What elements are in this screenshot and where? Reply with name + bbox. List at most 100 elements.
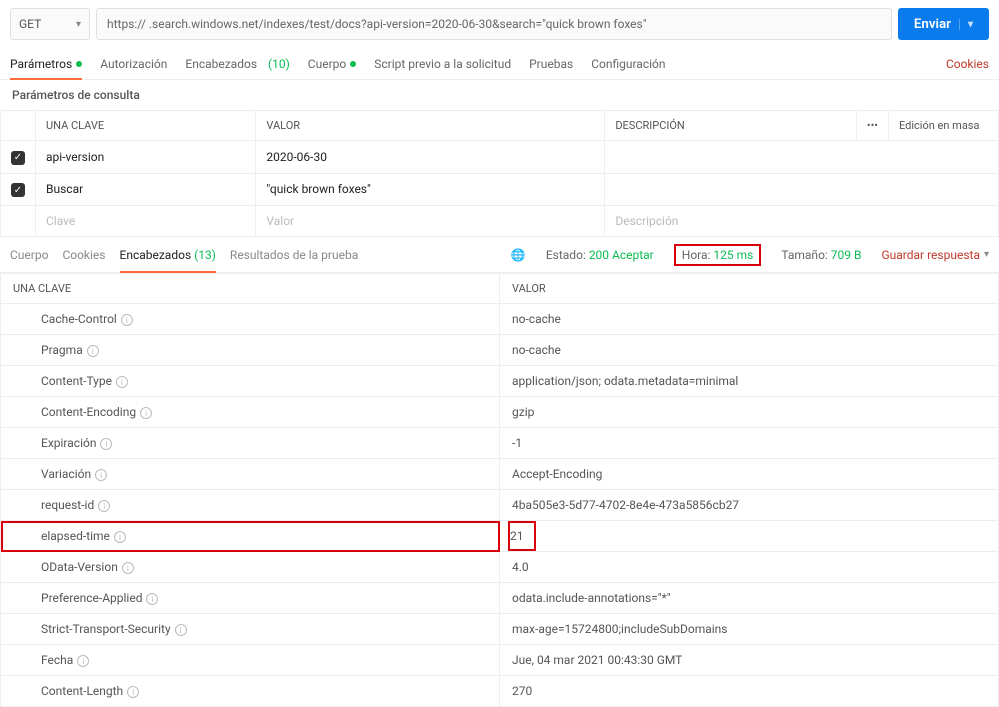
tab-authorization[interactable]: Autorización (100, 48, 167, 79)
header-row: Expiracióni -1 (1, 428, 999, 459)
checkbox-icon[interactable]: ✓ (11, 183, 25, 197)
request-bar: GET ▾ https:// .search.windows.net/index… (0, 0, 999, 48)
info-icon[interactable]: i (100, 438, 112, 450)
chevron-down-icon[interactable]: ▾ (959, 19, 973, 30)
resp-tab-tests[interactable]: Resultados de la prueba (230, 237, 358, 272)
desc-placeholder[interactable]: Descripción (605, 206, 999, 237)
tab-prerequest[interactable]: Script previo a la solicitud (374, 48, 511, 79)
param-value[interactable]: 2020-06-30 (256, 141, 605, 174)
header-row: Content-Lengthi 270 (1, 676, 999, 707)
info-icon[interactable]: i (127, 686, 139, 698)
param-desc[interactable] (605, 173, 999, 206)
tab-label: Encabezados (185, 57, 257, 71)
save-response-link[interactable]: Guardar respuesta ▾ (881, 248, 989, 262)
tab-tests[interactable]: Pruebas (529, 48, 573, 79)
value-placeholder[interactable]: Valor (256, 206, 605, 237)
key-placeholder[interactable]: Clave (36, 206, 256, 237)
header-row: Strict-Transport-Securityi max-age=15724… (1, 614, 999, 645)
send-button[interactable]: Enviar ▾ (898, 8, 989, 40)
header-value-cell: odata.include-annotations="*" (500, 583, 999, 614)
header-key: Strict-Transport-Securityi (1, 614, 500, 645)
param-value[interactable]: "quick brown foxes" (256, 173, 605, 206)
size-meta: Tamaño: 709 B (775, 246, 867, 264)
url-text: https:// .search.windows.net/indexes/tes… (107, 17, 647, 31)
header-key: Preference-Appliedi (1, 583, 500, 614)
header-key: Variacióni (1, 459, 500, 490)
tab-settings[interactable]: Configuración (591, 48, 665, 79)
header-value-cell: 21 (500, 521, 999, 552)
header-row: request-idi 4ba505e3-5d77-4702-8e4e-473a… (1, 490, 999, 521)
tab-label: Parámetros (10, 57, 72, 71)
size-label: Tamaño: (781, 248, 827, 262)
header-row: Cache-Controli no-cache (1, 304, 999, 335)
header-row: Fechai Jue, 04 mar 2021 00:43:30 GMT (1, 645, 999, 676)
param-row[interactable]: ✓ api-version 2020-06-30 (1, 141, 999, 174)
checkbox-icon[interactable]: ✓ (11, 151, 25, 165)
tab-params[interactable]: Parámetros (10, 48, 82, 79)
response-tabs: Cuerpo Cookies Encabezados (13) Resultad… (10, 237, 358, 272)
info-icon[interactable]: i (122, 562, 134, 574)
info-icon[interactable]: i (140, 407, 152, 419)
col-value: VALOR (256, 111, 605, 141)
info-icon[interactable]: i (116, 376, 128, 388)
status-value: 200 Aceptar (589, 248, 654, 262)
time-meta: Hora: 125 ms (674, 244, 762, 266)
header-key: Content-Encodingi (1, 397, 500, 428)
header-key: Content-Typei (1, 366, 500, 397)
globe-icon[interactable]: 🌐 (511, 248, 526, 262)
cookies-link[interactable]: Cookies (946, 57, 989, 71)
more-actions-icon[interactable]: ••• (856, 111, 888, 141)
tab-body[interactable]: Cuerpo (308, 48, 356, 79)
info-icon[interactable]: i (175, 624, 187, 636)
header-value: 21 (510, 523, 534, 549)
col-key: UNA CLAVE (1, 274, 500, 304)
param-key[interactable]: api-version (36, 141, 256, 174)
info-icon[interactable]: i (121, 314, 133, 326)
header-value-cell: max-age=15724800;includeSubDomains (500, 614, 999, 645)
header-row: Variacióni Accept-Encoding (1, 459, 999, 490)
http-method-select[interactable]: GET ▾ (10, 8, 90, 40)
response-headers-table: UNA CLAVE VALOR Cache-Controli no-cache … (0, 273, 999, 707)
time-label: Hora: (682, 248, 711, 262)
param-row[interactable]: ✓ Buscar "quick brown foxes" (1, 173, 999, 206)
header-key: request-idi (1, 490, 500, 521)
tab-label: Cuerpo (308, 57, 346, 71)
header-key: Fechai (1, 645, 500, 676)
col-key: UNA CLAVE (36, 111, 256, 141)
headers-count: (10) (268, 57, 290, 71)
active-dot-icon (76, 61, 82, 67)
save-label: Guardar respuesta (881, 248, 979, 262)
param-key[interactable]: Buscar (36, 173, 256, 206)
header-key: elapsed-timei (1, 521, 500, 552)
resp-tab-cookies[interactable]: Cookies (62, 237, 105, 272)
query-params-title: Parámetros de consulta (0, 80, 999, 110)
info-icon[interactable]: i (98, 500, 110, 512)
param-row-placeholder[interactable]: Clave Valor Descripción (1, 206, 999, 237)
tab-label: Encabezados (120, 248, 192, 262)
info-icon[interactable]: i (95, 469, 107, 481)
request-tabs: Parámetros Autorización Encabezados (10)… (0, 48, 999, 80)
resp-tab-headers[interactable]: Encabezados (13) (120, 237, 216, 272)
tab-headers[interactable]: Encabezados (10) (185, 48, 289, 79)
info-icon[interactable]: i (77, 655, 89, 667)
header-value-cell: 4ba505e3-5d77-4702-8e4e-473a5856cb27 (500, 490, 999, 521)
resp-tab-body[interactable]: Cuerpo (10, 237, 48, 272)
header-value-cell: application/json; odata.metadata=minimal (500, 366, 999, 397)
header-value-cell: 4.0 (500, 552, 999, 583)
param-desc[interactable] (605, 141, 999, 174)
info-icon[interactable]: i (87, 345, 99, 357)
header-row: OData-Versioni 4.0 (1, 552, 999, 583)
col-value: VALOR (500, 274, 999, 304)
header-row: Pragmai no-cache (1, 335, 999, 366)
method-label: GET (19, 17, 41, 31)
header-key: OData-Versioni (1, 552, 500, 583)
header-value-cell: 270 (500, 676, 999, 707)
header-row: elapsed-timei 21 (1, 521, 999, 552)
info-icon[interactable]: i (114, 531, 126, 543)
checkbox-header (1, 111, 36, 141)
info-icon[interactable]: i (146, 593, 158, 605)
url-input[interactable]: https:// .search.windows.net/indexes/tes… (96, 8, 892, 40)
active-dot-icon (350, 61, 356, 67)
bulk-edit-link[interactable]: Edición en masa (889, 111, 999, 141)
size-value: 709 B (831, 248, 862, 262)
